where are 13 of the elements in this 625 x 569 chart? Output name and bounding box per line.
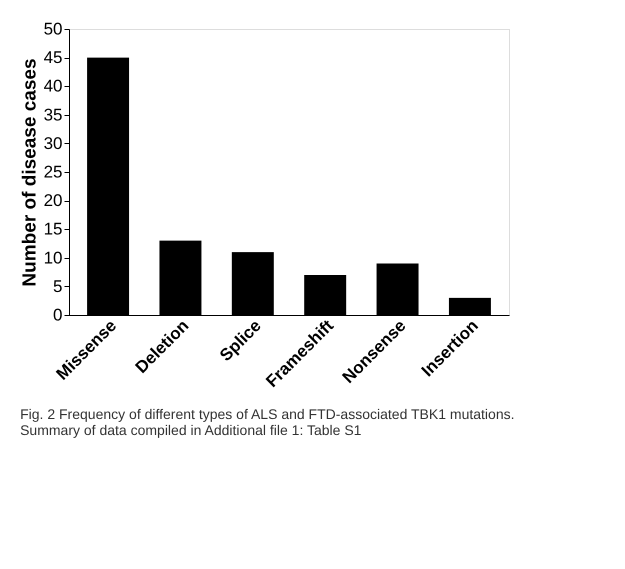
y-tick-label: 40 [44,76,62,96]
y-tick-label: 20 [44,191,62,210]
y-tick-label: 35 [44,105,62,124]
y-tick-label: 50 [44,20,62,38]
y-tick-label: 0 [53,306,62,324]
y-tick-label: 5 [53,276,62,296]
y-tick-label: 30 [44,134,62,153]
y-tick-label: 25 [44,162,62,182]
y-tick-label: 45 [44,48,62,68]
caption: Fig. 2 Frequency of different types of ALS and FTD-associated TBK1 mutations. Summary of data compiled in Additional file 1: Table S1 [20,406,514,438]
y-tick-label: 10 [44,248,62,268]
y-axis-title: Number of disease cases [20,58,41,287]
y-tick-label: 15 [44,220,62,239]
